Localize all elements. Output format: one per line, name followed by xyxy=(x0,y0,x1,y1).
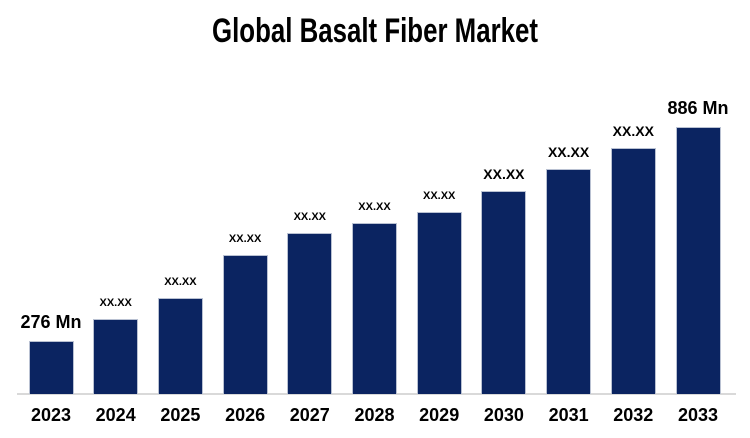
year-label-2024: 2024 xyxy=(95,405,136,425)
bar-2028 xyxy=(352,223,397,394)
bar-2033 xyxy=(675,127,721,394)
year-label-2030: 2030 xyxy=(483,405,524,425)
bar-2029 xyxy=(416,212,462,394)
year-label-2031: 2031 xyxy=(548,405,589,425)
bar-2023 xyxy=(28,341,74,394)
bar-2024 xyxy=(93,319,139,394)
value-label-2023: 276 Mn xyxy=(20,312,82,332)
bar-2026 xyxy=(222,255,268,394)
value-label-2025: XX.XX xyxy=(164,276,197,288)
year-label-2028: 2028 xyxy=(354,405,395,425)
value-label-2024: XX.XX xyxy=(99,297,132,309)
value-label-2032: XX.XX xyxy=(612,123,654,139)
value-label-2027: XX.XX xyxy=(293,211,326,223)
year-label-2029: 2029 xyxy=(419,405,460,425)
year-label-2025: 2025 xyxy=(160,405,201,425)
value-label-2030: XX.XX xyxy=(483,166,525,182)
bar-2027 xyxy=(287,233,333,394)
x-axis-line xyxy=(17,393,736,395)
year-label-2023: 2023 xyxy=(30,405,72,425)
value-label-2026: XX.XX xyxy=(228,233,262,245)
value-label-2031: XX.XX xyxy=(547,144,590,160)
year-label-2027: 2027 xyxy=(289,405,330,425)
value-label-2029: XX.XX xyxy=(422,190,456,202)
year-label-2032: 2032 xyxy=(613,405,654,425)
chart-title: Global Basalt Fiber Market xyxy=(212,12,538,50)
year-label-2033: 2033 xyxy=(677,405,719,425)
value-label-2028: XX.XX xyxy=(358,201,391,213)
bar-2032 xyxy=(610,148,656,394)
bar-2025 xyxy=(157,298,203,394)
bar-2030 xyxy=(481,191,527,394)
bar-2031 xyxy=(546,169,592,394)
value-label-2033: 886 Mn xyxy=(667,98,729,118)
year-label-2026: 2026 xyxy=(225,405,266,425)
